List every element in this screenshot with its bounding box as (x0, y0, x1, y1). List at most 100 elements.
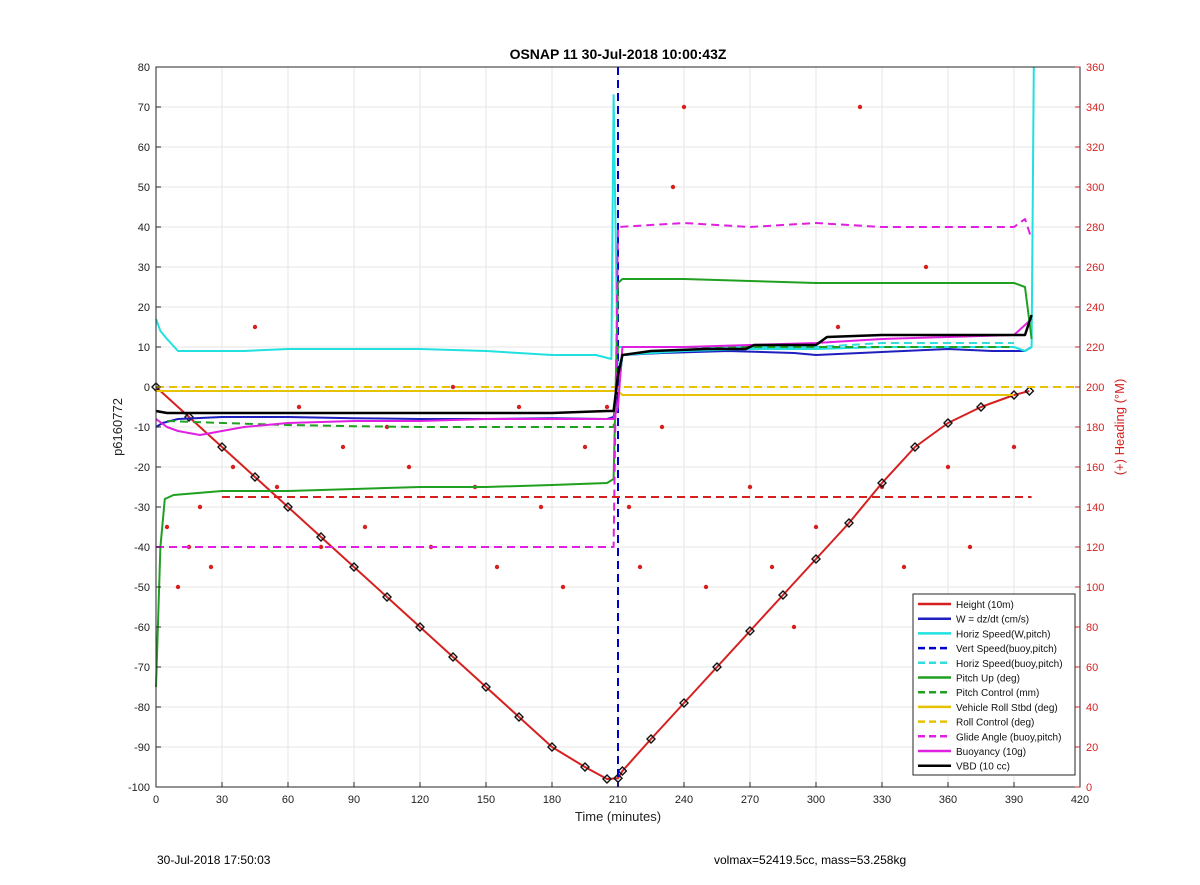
heading-point (318, 544, 324, 550)
heading-point (670, 184, 676, 190)
x-tick-label: 30 (216, 794, 228, 806)
series-line-glide-angle-buoy-pitch (156, 218, 1033, 548)
y-tick-label-left: -60 (134, 622, 150, 634)
x-tick-label: 0 (153, 794, 159, 806)
height-marker (778, 590, 788, 600)
heading-point (967, 544, 973, 550)
y-tick-label-right: 200 (1086, 382, 1104, 394)
y-tick-label-left: 50 (138, 182, 150, 194)
height-marker (283, 502, 293, 512)
height-marker (448, 652, 458, 662)
y-tick-label-right: 160 (1086, 462, 1104, 474)
height-marker (250, 472, 260, 482)
heading-point (923, 264, 929, 270)
legend-label: Horiz Speed(buoy,pitch) (956, 659, 1063, 670)
y-tick-label-left: 80 (138, 62, 150, 74)
heading-point (538, 504, 544, 510)
x-tick-label: 60 (282, 794, 294, 806)
legend-label: Buoyancy (10g) (956, 747, 1026, 758)
series-line-vehicle-roll-stbd-deg (156, 390, 1014, 396)
series-line-height-10m (155, 386, 1030, 780)
series-line-vbd-10-cc (155, 314, 1033, 415)
y-tick-label-left: 20 (138, 302, 150, 314)
heading-scatter (164, 104, 1017, 630)
legend-label: Glide Angle (buoy,pitch) (956, 732, 1061, 743)
height-marker (415, 622, 425, 632)
footer-summary: volmax=52419.5cc, mass=53.258kg (714, 853, 907, 867)
legend-label: Pitch Control (mm) (956, 688, 1039, 699)
y-tick-label-right: 40 (1086, 702, 1098, 714)
x-tick-label: 210 (609, 794, 627, 806)
y-tick-label-left: -30 (134, 502, 150, 514)
x-tick-label: 150 (477, 794, 495, 806)
heading-point (230, 464, 236, 470)
x-tick-label: 90 (348, 794, 360, 806)
height-marker (811, 554, 821, 564)
y-tick-label-left: -40 (134, 542, 150, 554)
x-tick-label: 270 (741, 794, 759, 806)
heading-point (626, 504, 632, 510)
x-tick-label: 330 (873, 794, 891, 806)
y-tick-label-right: 360 (1086, 62, 1104, 74)
y-tick-label-right: 240 (1086, 302, 1104, 314)
y-tick-label-left: -80 (134, 702, 150, 714)
heading-point (175, 584, 181, 590)
y-axis-label-right: (+) Heading (°M) (1112, 379, 1127, 476)
y-tick-label-left: 30 (138, 262, 150, 274)
y-tick-label-left: -100 (128, 782, 150, 794)
heading-point (835, 324, 841, 330)
x-tick-label: 300 (807, 794, 825, 806)
y-tick-label-left: 10 (138, 342, 150, 354)
height-marker (910, 442, 920, 452)
y-tick-label-right: 340 (1086, 102, 1104, 114)
y-tick-label-left: -50 (134, 582, 150, 594)
heading-point (164, 524, 170, 530)
height-marker (613, 773, 623, 784)
legend-label: VBD (10 cc) (956, 762, 1010, 773)
heading-point (406, 464, 412, 470)
heading-point (582, 444, 588, 450)
y-tick-label-right: 120 (1086, 542, 1104, 554)
height-marker (976, 402, 986, 412)
height-marker (382, 592, 392, 602)
heading-point (703, 584, 709, 590)
y-tick-label-left: 0 (144, 382, 150, 394)
y-tick-label-right: 60 (1086, 662, 1098, 674)
heading-point (791, 624, 797, 630)
y-tick-label-left: -20 (134, 462, 150, 474)
heading-point (494, 564, 500, 570)
y-tick-label-right: 100 (1086, 582, 1104, 594)
height-marker (745, 626, 755, 636)
y-axis-label-left: p6160772 (110, 398, 125, 456)
y-tick-label-right: 220 (1086, 342, 1104, 354)
y-tick-label-right: 280 (1086, 222, 1104, 234)
y-tick-label-right: 80 (1086, 622, 1098, 634)
heading-point (857, 104, 863, 110)
height-marker (316, 532, 326, 542)
heading-point (516, 404, 522, 410)
height-marker (712, 662, 722, 672)
legend-label: Vehicle Roll Stbd (deg) (956, 703, 1058, 714)
series-line-pitch-control-mm (166, 346, 1014, 428)
y-tick-label-right: 260 (1086, 262, 1104, 274)
height-marker (580, 762, 590, 772)
height-marker (1009, 390, 1019, 400)
heading-point (296, 404, 302, 410)
y-tick-label-right: 180 (1086, 422, 1104, 434)
heading-point (604, 404, 610, 410)
x-axis-label: Time (minutes) (575, 809, 661, 824)
height-marker (679, 698, 689, 708)
heading-point (362, 524, 368, 530)
series-line-horiz-speed-w-pitch (155, 66, 1035, 396)
legend-label: Height (10m) (956, 600, 1014, 611)
heading-point (208, 564, 214, 570)
height-marker (617, 766, 628, 776)
height-marker (1024, 386, 1035, 396)
y-tick-label-right: 140 (1086, 502, 1104, 514)
height-marker (514, 712, 524, 722)
heading-point (681, 104, 687, 110)
footer-timestamp: 30-Jul-2018 17:50:03 (157, 853, 271, 867)
series-layer (151, 66, 1080, 787)
height-marker (877, 478, 887, 488)
